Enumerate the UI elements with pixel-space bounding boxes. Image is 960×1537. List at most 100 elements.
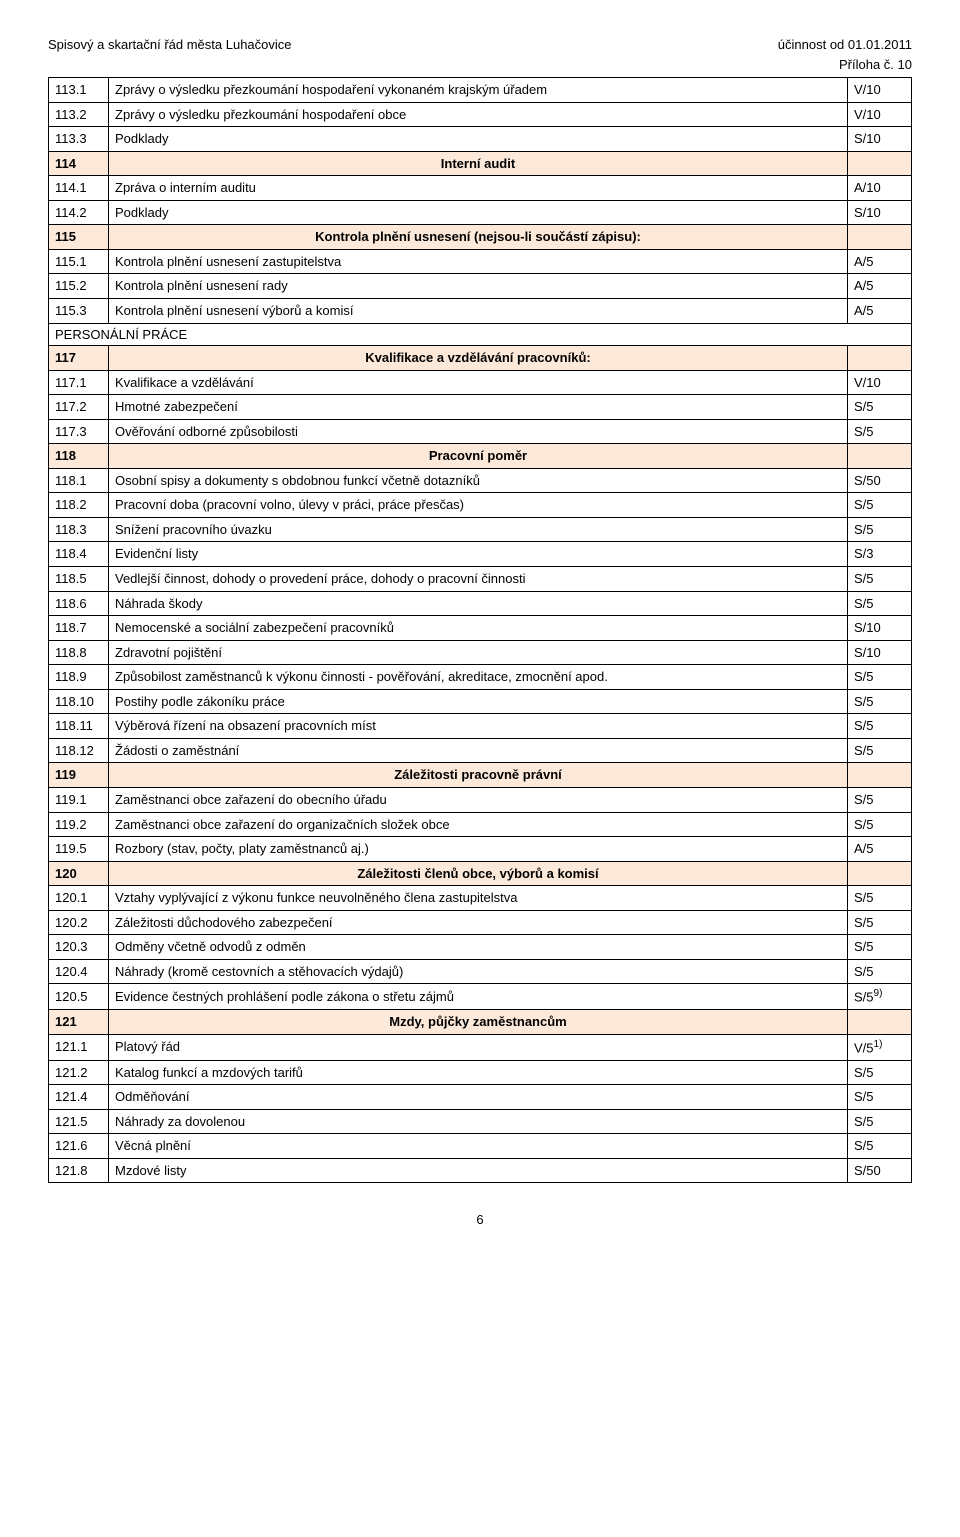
- value-cell: S/5: [848, 787, 912, 812]
- value-cell: S/5: [848, 665, 912, 690]
- value-cell: S/5: [848, 886, 912, 911]
- title-cell: Platový řád: [109, 1034, 848, 1060]
- page-header: Spisový a skartační řád města Luhačovice…: [48, 36, 912, 54]
- table-row: 117.2Hmotné zabezpečeníS/5: [49, 395, 912, 420]
- value-cell: A/10: [848, 176, 912, 201]
- value-cell: S/5: [848, 419, 912, 444]
- table-row: 119.5Rozbory (stav, počty, platy zaměstn…: [49, 837, 912, 862]
- title-cell: Zprávy o výsledku přezkoumání hospodařen…: [109, 78, 848, 103]
- value-cell: V/10: [848, 370, 912, 395]
- value-cell: S/10: [848, 640, 912, 665]
- title-cell: Podklady: [109, 127, 848, 152]
- personal-label-cell: PERSONÁLNÍ PRÁCE: [49, 323, 912, 346]
- code-cell: 118.11: [49, 714, 109, 739]
- code-cell: 114: [49, 151, 109, 176]
- table-row: 118.7Nemocenské a sociální zabezpečení p…: [49, 616, 912, 641]
- value-cell: S/10: [848, 200, 912, 225]
- title-cell: Podklady: [109, 200, 848, 225]
- value-cell: V/10: [848, 78, 912, 103]
- header-left: Spisový a skartační řád města Luhačovice: [48, 36, 292, 54]
- value-cell: V/10: [848, 102, 912, 127]
- table-row: 120.5Evidence čestných prohlášení podle …: [49, 984, 912, 1010]
- title-cell: Evidenční listy: [109, 542, 848, 567]
- table-row: 118.10Postihy podle zákoníku práceS/5: [49, 689, 912, 714]
- value-cell: [848, 1010, 912, 1035]
- code-cell: 117.1: [49, 370, 109, 395]
- title-cell: Rozbory (stav, počty, platy zaměstnanců …: [109, 837, 848, 862]
- value-cell: S/3: [848, 542, 912, 567]
- title-cell: Kvalifikace a vzdělávání: [109, 370, 848, 395]
- table-row: 121.6Věcná plněníS/5: [49, 1134, 912, 1159]
- code-cell: 118.5: [49, 567, 109, 592]
- value-cell: S/5: [848, 567, 912, 592]
- title-cell: Zaměstnanci obce zařazení do organizační…: [109, 812, 848, 837]
- value-cell: A/5: [848, 249, 912, 274]
- value-cell: S/10: [848, 127, 912, 152]
- title-cell: Způsobilost zaměstnanců k výkonu činnost…: [109, 665, 848, 690]
- code-cell: 120: [49, 861, 109, 886]
- code-cell: 121.8: [49, 1158, 109, 1183]
- title-cell: Kontrola plnění usnesení zastupitelstva: [109, 249, 848, 274]
- value-cell: S/5: [848, 935, 912, 960]
- title-cell: Kontrola plnění usnesení výborů a komisí: [109, 299, 848, 324]
- title-cell: Náhrady za dovolenou: [109, 1109, 848, 1134]
- table-row: 121.8Mzdové listyS/50: [49, 1158, 912, 1183]
- code-cell: 120.5: [49, 984, 109, 1010]
- code-cell: 118.10: [49, 689, 109, 714]
- table-row: 114.2PodkladyS/10: [49, 200, 912, 225]
- title-cell: Mzdy, půjčky zaměstnancům: [109, 1010, 848, 1035]
- code-cell: 119.2: [49, 812, 109, 837]
- table-row: 118.3Snížení pracovního úvazkuS/5: [49, 517, 912, 542]
- code-cell: 114.1: [49, 176, 109, 201]
- code-cell: 118.2: [49, 493, 109, 518]
- code-cell: 121: [49, 1010, 109, 1035]
- table-row: 114.1Zpráva o interním audituA/10: [49, 176, 912, 201]
- title-cell: Záležitosti členů obce, výborů a komisí: [109, 861, 848, 886]
- records-table: 113.1Zprávy o výsledku přezkoumání hospo…: [48, 77, 912, 1183]
- code-cell: 118.1: [49, 468, 109, 493]
- code-cell: 121.5: [49, 1109, 109, 1134]
- value-cell: S/5: [848, 714, 912, 739]
- value-cell: A/5: [848, 274, 912, 299]
- code-cell: 118.8: [49, 640, 109, 665]
- table-row: 119.2Zaměstnanci obce zařazení do organi…: [49, 812, 912, 837]
- table-row: 120.4Náhrady (kromě cestovních a stěhova…: [49, 959, 912, 984]
- title-cell: Pracovní doba (pracovní volno, úlevy v p…: [109, 493, 848, 518]
- value-cell: S/5: [848, 1109, 912, 1134]
- value-cell: S/5: [848, 689, 912, 714]
- table-row: 113.2Zprávy o výsledku přezkoumání hospo…: [49, 102, 912, 127]
- value-cell: S/59): [848, 984, 912, 1010]
- code-cell: 115.2: [49, 274, 109, 299]
- code-cell: 118.9: [49, 665, 109, 690]
- code-cell: 118.12: [49, 738, 109, 763]
- value-cell: S/5: [848, 1085, 912, 1110]
- code-cell: 121.4: [49, 1085, 109, 1110]
- value-cell: [848, 346, 912, 371]
- title-cell: Vztahy vyplývající z výkonu funkce neuvo…: [109, 886, 848, 911]
- attachment-label: Příloha č. 10: [48, 56, 912, 74]
- title-cell: Mzdové listy: [109, 1158, 848, 1183]
- code-cell: 115.3: [49, 299, 109, 324]
- table-row: 118.11Výběrová řízení na obsazení pracov…: [49, 714, 912, 739]
- table-row: 113.1Zprávy o výsledku přezkoumání hospo…: [49, 78, 912, 103]
- header-right: účinnost od 01.01.2011: [778, 36, 912, 54]
- code-cell: 118: [49, 444, 109, 469]
- table-row: 121.2Katalog funkcí a mzdových tarifůS/5: [49, 1060, 912, 1085]
- code-cell: 118.7: [49, 616, 109, 641]
- title-cell: Kontrola plnění usnesení rady: [109, 274, 848, 299]
- value-cell: A/5: [848, 837, 912, 862]
- section-row: 114Interní audit: [49, 151, 912, 176]
- value-cell: S/5: [848, 738, 912, 763]
- value-cell: S/10: [848, 616, 912, 641]
- section-row: 115Kontrola plnění usnesení (nejsou-li s…: [49, 225, 912, 250]
- title-cell: Odměňování: [109, 1085, 848, 1110]
- table-row: 117.3Ověřování odborné způsobilostiS/5: [49, 419, 912, 444]
- title-cell: Osobní spisy a dokumenty s obdobnou funk…: [109, 468, 848, 493]
- code-cell: 113.3: [49, 127, 109, 152]
- code-cell: 113.2: [49, 102, 109, 127]
- value-cell: S/50: [848, 1158, 912, 1183]
- title-cell: Nemocenské a sociální zabezpečení pracov…: [109, 616, 848, 641]
- title-cell: Interní audit: [109, 151, 848, 176]
- table-row: 121.1Platový řádV/51): [49, 1034, 912, 1060]
- code-cell: 120.2: [49, 910, 109, 935]
